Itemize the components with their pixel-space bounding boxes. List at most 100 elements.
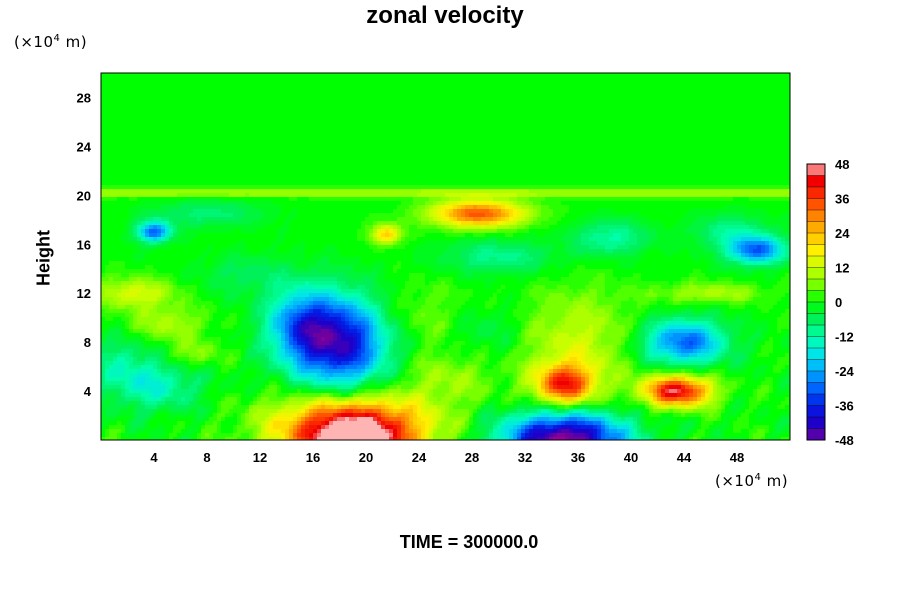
heatmap-cell (373, 125, 378, 130)
heatmap-cell (157, 161, 162, 166)
heatmap-cell (745, 109, 750, 114)
heatmap-cell (169, 73, 174, 78)
heatmap-cell (665, 125, 670, 130)
heatmap-cell (757, 81, 762, 86)
heatmap-cell (641, 97, 646, 102)
heatmap-cell (725, 101, 730, 106)
heatmap-cell (573, 117, 578, 122)
heatmap-cell (769, 173, 774, 178)
heatmap-cell (369, 97, 374, 102)
heatmap-cell (613, 121, 618, 126)
heatmap-cell (325, 161, 330, 166)
heatmap-cell (169, 101, 174, 106)
heatmap-cell (245, 141, 250, 146)
heatmap-cell (149, 97, 154, 102)
heatmap-cell (421, 169, 426, 174)
heatmap-cell (541, 109, 546, 114)
heatmap-cell (101, 109, 106, 114)
heatmap-cell (117, 77, 122, 82)
heatmap-cell (105, 81, 110, 86)
heatmap-cell (193, 181, 198, 186)
heatmap-cell (597, 149, 602, 154)
heatmap-cell (589, 73, 594, 78)
heatmap-cell (229, 121, 234, 126)
heatmap-cell (661, 145, 666, 150)
heatmap-cell (173, 81, 178, 86)
heatmap-cell (473, 169, 478, 174)
heatmap-cell (477, 129, 482, 134)
heatmap-cell (689, 133, 694, 138)
heatmap-cell (781, 85, 786, 90)
heatmap-cell (281, 85, 286, 90)
heatmap-cell (369, 133, 374, 138)
heatmap-cell (461, 185, 466, 190)
heatmap-cell (489, 137, 494, 142)
heatmap-cell (101, 149, 106, 154)
heatmap-cell (785, 153, 790, 158)
heatmap-cell (225, 141, 230, 146)
heatmap-cell (113, 165, 118, 170)
heatmap-cell (677, 125, 682, 130)
heatmap-cell (657, 125, 662, 130)
heatmap-cell (129, 113, 134, 118)
heatmap-cell (481, 125, 486, 130)
heatmap-cell (701, 77, 706, 82)
heatmap-cell (113, 109, 118, 114)
heatmap-cell (373, 157, 378, 162)
heatmap-cell (249, 89, 254, 94)
heatmap-cell (529, 137, 534, 142)
heatmap-cell (625, 121, 630, 126)
heatmap-cell (393, 149, 398, 154)
heatmap-cell (113, 129, 118, 134)
heatmap-cell (481, 73, 486, 78)
heatmap-cell (325, 89, 330, 94)
heatmap-cell (429, 113, 434, 118)
heatmap-cell (677, 165, 682, 170)
heatmap-cell (553, 153, 558, 158)
heatmap-cell (421, 93, 426, 98)
heatmap-cell (553, 97, 558, 102)
heatmap-cell (493, 141, 498, 146)
heatmap-cell (397, 145, 402, 150)
heatmap-cell (465, 77, 470, 82)
heatmap-cell (625, 169, 630, 174)
heatmap-cell (313, 165, 318, 170)
heatmap-cell (169, 129, 174, 134)
heatmap-cell (133, 149, 138, 154)
heatmap-cell (105, 89, 110, 94)
heatmap-cell (205, 177, 210, 182)
heatmap-cell (401, 185, 406, 190)
heatmap-cell (733, 145, 738, 150)
heatmap-cell (689, 125, 694, 130)
heatmap-cell (101, 129, 106, 134)
heatmap-cell (201, 153, 206, 158)
heatmap-cell (465, 117, 470, 122)
heatmap-cell (261, 165, 266, 170)
heatmap-cell (205, 133, 210, 138)
heatmap-cell (265, 157, 270, 162)
heatmap-cell (477, 77, 482, 82)
heatmap-cell (669, 137, 674, 142)
heatmap-cell (513, 77, 518, 82)
heatmap-cell (461, 117, 466, 122)
heatmap-cell (537, 169, 542, 174)
heatmap-cell (137, 97, 142, 102)
heatmap-cell (465, 113, 470, 118)
heatmap-cell (209, 173, 214, 178)
heatmap-cell (629, 113, 634, 118)
heatmap-cell (469, 185, 474, 190)
heatmap-cell (477, 121, 482, 126)
heatmap-cell (665, 173, 670, 178)
heatmap-cell (109, 101, 114, 106)
heatmap-cell (721, 177, 726, 182)
heatmap-cell (757, 105, 762, 110)
heatmap-cell (173, 97, 178, 102)
heatmap-cell (121, 153, 126, 158)
heatmap-cell (749, 101, 754, 106)
heatmap-cell (745, 77, 750, 82)
heatmap-cell (133, 97, 138, 102)
heatmap-cell (341, 113, 346, 118)
heatmap-cell (257, 81, 262, 86)
heatmap-cell (549, 89, 554, 94)
heatmap-cell (729, 177, 734, 182)
